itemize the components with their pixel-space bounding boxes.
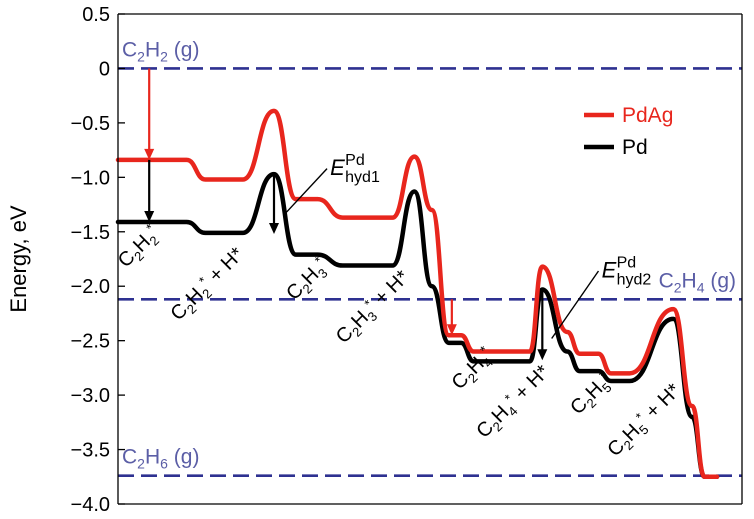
annotation-label: E (602, 258, 617, 283)
annotation-sub: hyd2 (617, 272, 652, 289)
y-tick-label: −2.0 (71, 276, 110, 298)
state-label-c2h2: C2H2* (112, 221, 165, 274)
annotation-sup: Pd (345, 152, 365, 169)
state-label-c2h3: C2H3* (281, 253, 334, 306)
legend-label: PdAg (622, 104, 673, 127)
y-axis-label: Energy, eV (6, 205, 31, 313)
state-label-c2h3-h: C2H3* + H* (330, 265, 415, 350)
annotation-pointer (285, 168, 328, 213)
energy-arrow-head (446, 324, 457, 336)
reference-lines: C2H2 (g) C2H4 (g) C2H6 (g) (118, 38, 742, 477)
reference-label: C2H6 (g) (122, 446, 199, 472)
y-tick-label: −1.5 (71, 222, 110, 244)
y-tick-label: −0.5 (71, 113, 110, 135)
y-tick-label: −2.5 (71, 331, 110, 353)
reference-label: C2H2 (g) (122, 38, 199, 64)
y-tick-label: −4.0 (71, 494, 110, 516)
annotation-sup: Pd (617, 255, 637, 272)
state-label-c2h2-h: C2H2* + H* (165, 242, 250, 327)
series-line-pdag (115, 108, 720, 480)
annotation-label: E (330, 155, 345, 180)
energy-arrow-head (537, 349, 548, 361)
state-label-c2h5: C2H5* (565, 368, 618, 421)
y-tick-label: −3.5 (71, 440, 110, 462)
y-tick-label: 0 (99, 58, 110, 80)
y-tick-label: −1.0 (71, 167, 110, 189)
annotation-pointer (551, 270, 600, 339)
legend-label: Pd (622, 136, 648, 159)
reference-label: C2H4 (g) (659, 269, 736, 295)
energy-arrow-head (269, 222, 279, 234)
arrow-layer (144, 68, 548, 361)
y-tick-label: 0.5 (82, 4, 110, 26)
annotation-sub: hyd1 (345, 169, 380, 186)
y-ticks: 0.5 0 −0.5 −1.0 −1.5 −2.0 −2.5 −3.0 −3.5 −4.0 (71, 4, 125, 516)
y-tick-label: −3.0 (71, 385, 110, 407)
state-label-c2h5-h: C2H5* + H* (602, 378, 687, 463)
axis-layer: 0.5 0 −0.5 −1.0 −1.5 −2.0 −2.5 −3.0 −3.5 −4.0 Ene… (6, 4, 743, 516)
legend: PdAg Pd (584, 104, 673, 159)
energy-arrow-head (144, 210, 155, 222)
energy-arrow-head (144, 148, 155, 160)
